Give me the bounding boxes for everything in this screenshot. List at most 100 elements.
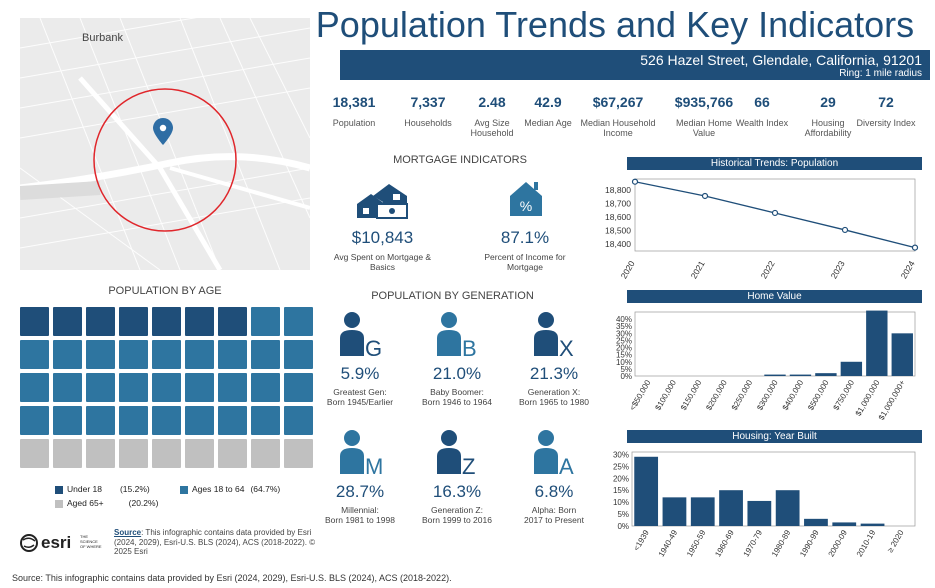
x-tick-label: ≥ 2020 [886,528,906,554]
waffle-cell [86,373,115,402]
kpi-median-household-income: $67,267 Median Household Income [578,94,658,138]
waffle-cell [284,439,313,468]
generation-label: Millennial: Born 1981 to 1998 [325,505,395,525]
x-tick-label: $1,000,000+ [877,378,907,422]
data-point [631,178,639,185]
location-pin-icon[interactable] [153,118,173,145]
x-tick-label: $750,000 [832,378,857,412]
legend-under18: Under 18 (15.2%) [55,484,180,494]
address-text: 526 Hazel Street, Glendale, California, … [640,52,922,68]
source-link[interactable]: Source [114,528,142,537]
kpi-diversity-index: 72 Diversity Index [846,94,926,128]
generation-pct: 21.0% [432,364,482,383]
plot-frame [631,451,916,527]
generation-pct: 16.3% [432,482,482,501]
y-tick-label: 18,800 [605,185,631,195]
mortgage-pct-label: Percent of Income for Mortgage [484,252,566,272]
age-legend: Under 18 (15.2%) Ages 18 to 64 (64.7%) Age… [55,484,315,508]
address-bar: 526 Hazel Street, Glendale, California, … [340,50,930,80]
person-g-icon: G [338,310,384,365]
generation-pct: 6.8% [534,482,574,501]
y-tick-label: 20% [616,344,632,353]
kpi-label: Median Age [524,118,572,128]
bar [789,374,812,376]
generation-pct: 28.7% [335,482,385,501]
y-tick-label: 10% [613,498,629,507]
y-tick-label: 40% [616,315,632,324]
kpi-label: Wealth Index [735,118,789,128]
waffle-cell [119,373,148,402]
x-tick-label: 2024 [899,259,917,281]
bar [804,518,828,526]
waffle-cell [251,406,280,435]
waffle-cell [119,340,148,369]
generation-item: 5.9% Greatest Gen: Born 1945/Earlier [310,364,410,407]
waffle-cell [53,373,82,402]
kpi-label: Avg Size Household [470,118,514,138]
plot-frame [634,178,916,252]
waffle-cell [251,373,280,402]
house-money-icon [355,182,410,222]
waffle-cell [152,439,181,468]
generation-heading: POPULATION BY GENERATION [371,290,534,302]
kpi-label: Diversity Index [856,118,916,128]
generation-label: Generation Z: Born 1999 to 2016 [422,505,492,525]
x-tick-label: 2010-19 [855,528,878,558]
waffle-cell [20,307,49,336]
location-map[interactable]: Burbank [20,18,310,270]
waffle-cell [20,340,49,369]
y-tick-label: 15% [616,351,632,360]
y-tick-label: 0% [617,522,629,531]
kpi-households: 7,337 Households [388,94,468,128]
waffle-cell [251,439,280,468]
house-percent-icon: % [508,180,544,218]
x-tick-label: <$50,000 [628,378,653,412]
x-tick-label: $300,000 [755,378,780,412]
mortgage-spent-label: Avg Spent on Mortgage & Basics [333,252,432,272]
person-m-icon: M [338,428,384,483]
bar [840,361,863,376]
y-tick-label: 18,700 [605,198,631,208]
y-tick-label: 35% [616,322,632,331]
waffle-cell [185,406,214,435]
kpi-value: 2.48 [478,94,506,110]
bar [832,522,857,526]
generation-letter: Z [462,454,475,478]
data-point [911,244,919,251]
x-tick-label: 1980-89 [770,528,793,558]
kpi-value: 7,337 [410,94,446,110]
waffle-cell [185,439,214,468]
x-tick-label: $250,000 [730,378,755,412]
x-tick-label: 2023 [829,259,847,281]
waffle-cell [185,307,214,336]
chart-title-population: Historical Trends: Population [627,157,922,170]
kpi-label: Housing Affordability [804,118,852,138]
kpi-label: Median Home Value [675,118,733,138]
y-tick-label: 18,600 [605,212,631,222]
esri-logo: esri THE SCIENCE OF WHERE [20,532,102,554]
kpi-label: Households [404,118,452,128]
svg-text:%: % [520,198,532,214]
kpi-value: 72 [878,94,894,110]
x-tick-label: 2021 [689,259,707,281]
bar [815,373,837,376]
bar [866,310,888,376]
x-tick-label: $400,000 [781,378,806,412]
bar [634,456,659,526]
bar [775,490,800,526]
generation-label: Baby Boomer: Born 1946 to 1964 [422,387,492,407]
age-heading: POPULATION BY AGE [108,285,222,297]
waffle-cell [218,373,247,402]
waffle-cell [152,307,181,336]
y-tick-label: 30% [616,329,632,338]
waffle-cell [284,373,313,402]
generation-label: Alpha: Born 2017 to Present [523,505,584,525]
bar [719,490,743,526]
person-a-icon: A [532,428,578,483]
y-tick-label: 25% [616,336,632,345]
generation-label: Generation X: Born 1965 to 1980 [519,387,589,407]
waffle-cell [284,307,313,336]
y-tick-label: 20% [613,474,629,483]
waffle-cell [53,307,82,336]
waffle-cell [86,439,115,468]
